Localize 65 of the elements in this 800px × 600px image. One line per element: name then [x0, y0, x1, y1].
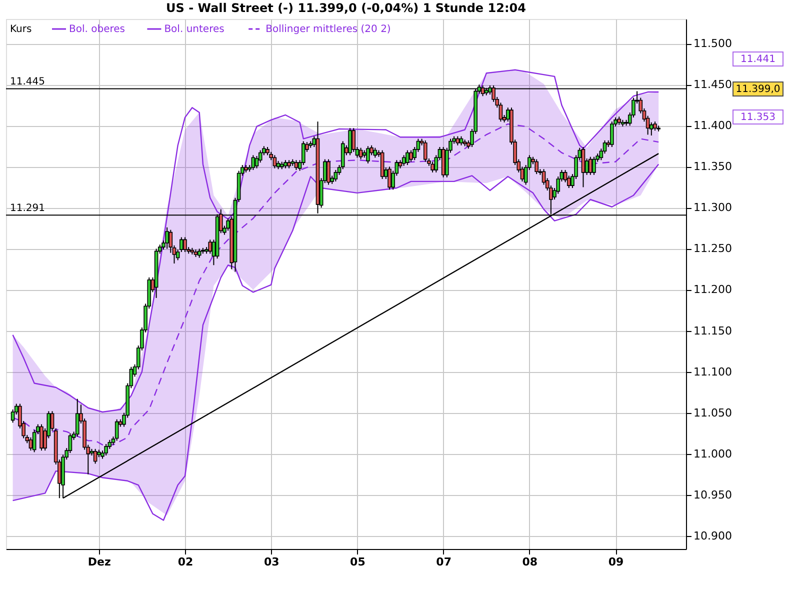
x-tick-label: 07	[436, 556, 452, 568]
text: 11.441	[740, 54, 776, 65]
ref-line-label: 11.291	[10, 203, 45, 214]
y-tick-label: 11.350	[694, 160, 732, 174]
line-series	[12, 164, 660, 521]
y-tick-label: 11.250	[694, 242, 732, 256]
line-series	[12, 69, 660, 413]
candlestick	[380, 150, 384, 180]
candlestick	[430, 161, 434, 173]
candlestick	[183, 236, 187, 253]
candlestick	[208, 239, 212, 254]
candlestick	[409, 150, 413, 162]
candlestick	[592, 156, 596, 176]
candlestick	[326, 158, 330, 186]
candlestick	[534, 158, 538, 175]
y-tick-label: 11.500	[694, 37, 732, 50]
y-tick-label: 11.050	[694, 406, 732, 420]
text: 11.353	[740, 112, 776, 123]
y-tick-label: 10.950	[694, 488, 732, 502]
y-tick-label: 11.450	[694, 78, 732, 92]
candlestick	[40, 424, 44, 452]
candlestick	[294, 160, 298, 170]
x-tick-label: 05	[350, 556, 366, 568]
y-tick-label: 11.200	[694, 283, 732, 296]
candlestick	[348, 128, 352, 156]
candlestick	[459, 136, 464, 146]
candlestick	[653, 121, 657, 132]
chart-title: US - Wall Street (-) 11.399,0 (-0,04%) 1 Stunde 12:04	[166, 1, 526, 15]
legend-label: Bol. oberes	[69, 24, 125, 35]
y-tick-label: 11.000	[694, 447, 732, 460]
candlestick	[581, 146, 586, 188]
legend-label: Bollinger mittleres (20 2)	[266, 24, 391, 35]
x-tick-label: 09	[608, 556, 624, 568]
candlestick	[75, 398, 80, 438]
candlestick	[388, 166, 392, 190]
x-tick-label: 03	[264, 556, 280, 568]
candlestick	[272, 154, 277, 169]
legend-label: Bol. unteres	[164, 24, 224, 35]
legend-title: Kurs	[10, 24, 32, 35]
candlestick	[373, 147, 378, 158]
y-tick-label: 11.300	[694, 201, 732, 214]
candlestick	[456, 136, 460, 146]
candlestick	[406, 150, 410, 166]
text: 11.399,0	[736, 84, 780, 95]
y-tick-label: 11.100	[694, 365, 732, 378]
ref-line-label: 11.445	[10, 76, 45, 88]
candlestick	[366, 146, 370, 164]
candlestick	[358, 147, 363, 160]
candlestick	[334, 169, 338, 182]
x-tick-label: Dez	[88, 556, 111, 568]
candlestick	[93, 448, 98, 464]
candlestick	[588, 156, 592, 176]
y-tick-label: 11.400	[694, 119, 732, 132]
candlestick	[165, 226, 169, 250]
candlestick	[423, 140, 428, 162]
candlestick	[104, 443, 108, 456]
candlestick	[402, 154, 406, 166]
candlestick	[251, 154, 256, 170]
candlestick	[114, 418, 119, 442]
y-tick-label: 11.150	[694, 324, 732, 338]
x-tick-label: 02	[178, 556, 194, 568]
candlestick	[610, 121, 614, 148]
x-tick-label: 08	[522, 556, 538, 568]
candlestick	[197, 248, 202, 258]
y-tick-label: 10.900	[694, 529, 732, 542]
